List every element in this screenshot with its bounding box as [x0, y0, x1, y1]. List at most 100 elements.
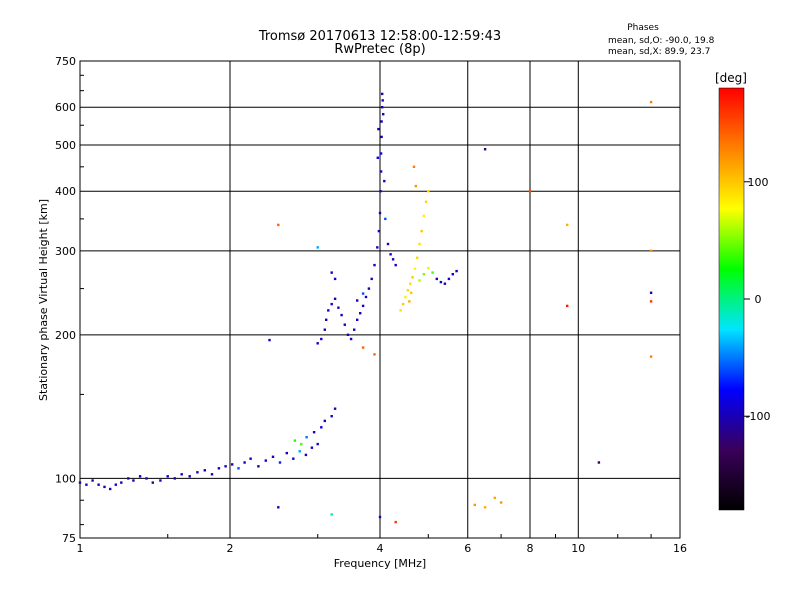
data-point	[159, 479, 162, 482]
data-point	[188, 475, 191, 478]
data-point	[424, 200, 428, 203]
y-tick-label: 300	[55, 245, 76, 258]
data-point	[427, 266, 430, 270]
grid-lines	[80, 61, 680, 538]
colorbar	[718, 87, 745, 511]
data-point	[386, 242, 390, 246]
data-point	[566, 223, 569, 227]
x-tick-label: 16	[673, 542, 687, 555]
data-point	[483, 506, 487, 509]
data-point	[376, 246, 379, 249]
data-point	[379, 170, 383, 173]
data-point	[528, 190, 532, 193]
data-point	[381, 92, 384, 96]
data-point	[361, 346, 365, 349]
data-point	[418, 279, 421, 282]
data-point	[333, 407, 337, 410]
data-point	[404, 295, 407, 299]
y-tick-label: 750	[55, 55, 76, 68]
data-point	[323, 328, 326, 331]
data-point	[166, 475, 169, 478]
data-point	[271, 455, 275, 458]
y-tick-label: 100	[55, 472, 76, 485]
data-point	[196, 471, 199, 474]
data-point	[418, 242, 421, 246]
colorbar-label: [deg]	[715, 71, 747, 85]
data-point	[382, 113, 385, 116]
data-point	[483, 148, 487, 151]
y-axis-ticks: 75 100 200 300 400 500 600 750	[55, 55, 84, 545]
data-point	[649, 100, 653, 104]
data-point	[379, 152, 383, 155]
data-point	[114, 483, 117, 486]
data-point	[367, 287, 371, 290]
phase-stats-x: mean, sd,X: 89.9, 23.7	[608, 47, 710, 57]
data-point	[378, 515, 382, 519]
data-point	[420, 229, 423, 233]
data-point	[145, 477, 148, 480]
data-point	[401, 302, 405, 306]
data-point	[406, 289, 410, 292]
phase-stats-o: mean, sd,O: -90.0, 19.8	[608, 36, 715, 46]
data-point	[103, 485, 106, 489]
data-point	[91, 479, 94, 482]
y-tick-label: 400	[55, 185, 76, 198]
data-point	[361, 304, 365, 308]
data-point	[237, 467, 240, 470]
data-point	[373, 263, 376, 267]
data-point	[356, 299, 359, 302]
data-point	[431, 271, 434, 274]
data-point	[649, 249, 653, 252]
data-point	[217, 467, 221, 470]
data-point	[394, 520, 397, 524]
data-point	[325, 318, 328, 321]
data-point	[416, 256, 419, 259]
colorbar-ticks: 100 0 -100	[744, 176, 770, 423]
data-point	[349, 337, 353, 341]
data-point	[359, 312, 362, 315]
data-point	[455, 269, 458, 273]
x-tick-label: 4	[377, 542, 384, 555]
data-point	[305, 436, 308, 439]
data-point	[210, 473, 214, 476]
data-point	[316, 442, 319, 446]
data-point	[422, 273, 426, 276]
data-point	[391, 258, 395, 261]
data-point	[427, 190, 430, 193]
data-point	[384, 217, 387, 221]
data-point	[435, 277, 438, 281]
data-point	[381, 106, 384, 109]
data-point	[377, 229, 381, 233]
data-point	[330, 415, 333, 418]
y-axis-label: Stationary phase Virtual Height [km]	[37, 199, 50, 401]
chart-subtitle: RwPretec (8p)	[334, 42, 425, 57]
data-point	[312, 431, 316, 434]
data-point	[337, 306, 340, 309]
data-point	[310, 446, 314, 449]
data-point	[376, 156, 379, 159]
data-point	[370, 277, 373, 281]
data-point	[380, 120, 383, 123]
data-point	[380, 135, 383, 139]
data-point	[566, 304, 569, 308]
data-points	[78, 92, 653, 524]
data-point	[180, 473, 183, 476]
data-point	[356, 318, 359, 321]
data-point	[353, 328, 356, 331]
data-point	[304, 453, 308, 457]
data-point	[379, 190, 382, 193]
data-point	[264, 459, 267, 462]
data-point	[499, 501, 503, 504]
y-tick-label: 200	[55, 329, 76, 342]
data-point	[132, 479, 135, 482]
data-point	[412, 165, 416, 168]
data-point	[203, 469, 206, 472]
data-point	[451, 273, 454, 276]
data-point	[138, 475, 142, 478]
data-point	[285, 451, 288, 455]
data-point	[597, 461, 601, 464]
data-point	[277, 506, 280, 509]
colorbar-tick-label: 0	[755, 293, 762, 306]
data-point	[278, 461, 282, 464]
